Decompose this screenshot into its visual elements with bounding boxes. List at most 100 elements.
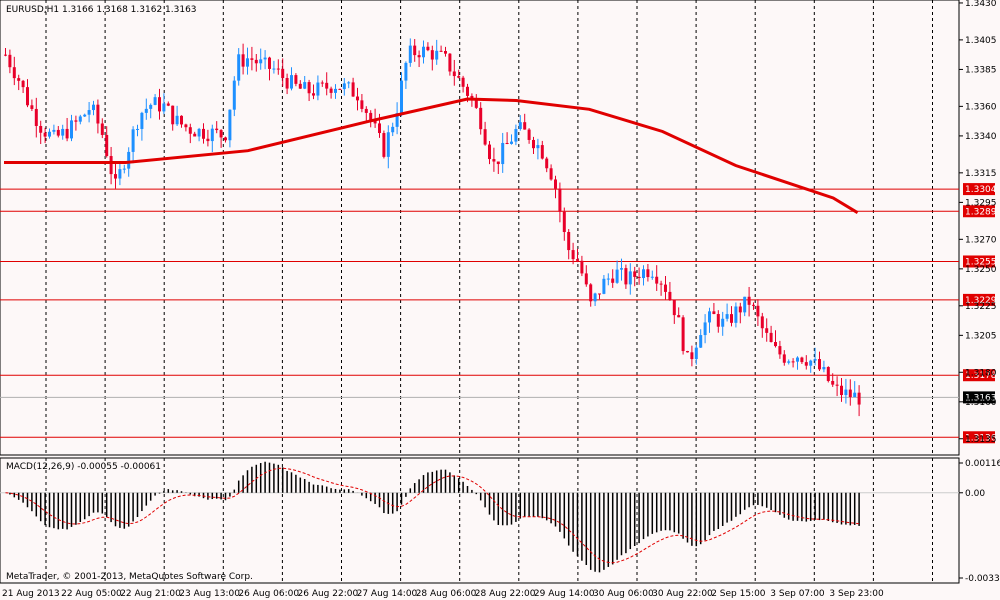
candle-body xyxy=(96,104,100,124)
candle-body xyxy=(576,259,579,261)
candle-body xyxy=(202,128,205,139)
candle-body xyxy=(338,88,342,90)
candle-body xyxy=(378,123,381,134)
candle-body xyxy=(250,58,254,60)
price-tick-label: 1.3385 xyxy=(965,65,997,75)
candle-body xyxy=(224,137,227,141)
candle-body xyxy=(796,357,799,362)
candle-body xyxy=(501,142,505,165)
candle-body xyxy=(791,361,795,363)
candle-body xyxy=(712,311,716,315)
candle-body xyxy=(329,88,333,93)
time-tick-label: 28 Aug 06:00 xyxy=(416,589,477,599)
candle-body xyxy=(782,354,786,363)
candle-body xyxy=(804,362,808,366)
price-tick-label: 1.3250 xyxy=(965,265,997,275)
candle-body xyxy=(562,211,566,233)
candle-body xyxy=(809,360,813,366)
candle-body xyxy=(158,97,161,112)
candle-body xyxy=(686,351,689,353)
candle-body xyxy=(769,332,773,343)
candle-body xyxy=(316,82,320,96)
candle-body xyxy=(703,322,707,336)
candle-body xyxy=(184,124,188,128)
level-label: 1.3304 xyxy=(965,185,997,195)
candle-body xyxy=(52,129,56,132)
time-tick-label: 2 Sep 15:00 xyxy=(711,589,766,599)
level-label: 1.3255 xyxy=(965,257,997,267)
candle-body xyxy=(127,151,131,169)
candle-body xyxy=(408,45,412,63)
candle-body xyxy=(540,145,544,159)
candle-body xyxy=(624,268,628,285)
candle-body xyxy=(822,367,826,370)
candle-body xyxy=(496,161,500,165)
candle-body xyxy=(778,346,782,355)
candle-body xyxy=(395,113,399,127)
candle-body xyxy=(558,188,562,212)
candle-body xyxy=(83,114,87,117)
time-tick-label: 26 Aug 06:00 xyxy=(238,589,299,599)
time-tick-label: 30 Aug 22:00 xyxy=(652,589,713,599)
candle-body xyxy=(140,112,144,129)
candle-body xyxy=(628,271,632,285)
candle-body xyxy=(752,304,755,306)
candle-body xyxy=(65,128,69,139)
candle-body xyxy=(602,278,606,294)
candle-body xyxy=(400,80,403,114)
macd-tick-label: 0.00 xyxy=(965,489,985,499)
candles xyxy=(4,38,861,417)
candle-body xyxy=(12,67,16,79)
price-panel xyxy=(0,0,960,456)
candle-body xyxy=(488,144,491,160)
candle-body xyxy=(312,93,315,96)
candle-body xyxy=(342,83,346,90)
candle-body xyxy=(320,82,324,84)
candle-body xyxy=(413,45,417,56)
candle-body xyxy=(351,82,355,97)
candle-body xyxy=(580,260,584,274)
candle-body xyxy=(448,53,452,72)
level-label-bg xyxy=(963,293,995,306)
time-tick-label: 23 Aug 13:00 xyxy=(179,589,240,599)
candle-body xyxy=(664,284,667,292)
candle-body xyxy=(360,100,364,109)
candle-body xyxy=(215,128,219,131)
candle-body xyxy=(307,82,311,94)
candle-body xyxy=(171,105,175,125)
candle-body xyxy=(853,392,857,398)
candle-body xyxy=(153,97,157,105)
candle-body xyxy=(347,82,351,84)
price-tick-label: 1.3360 xyxy=(965,102,997,112)
time-tick-label: 29 Aug 14:00 xyxy=(534,589,595,599)
candle-body xyxy=(118,169,122,179)
candle-body xyxy=(598,293,601,295)
candle-body xyxy=(672,299,676,316)
level-label: 1.3289 xyxy=(965,207,997,217)
time-tick-label: 22 Aug 21:00 xyxy=(120,589,181,599)
candle-body xyxy=(92,104,95,111)
candle-body xyxy=(549,168,553,180)
copyright-text: MetaTrader, © 2001-2013, MetaQuotes Soft… xyxy=(6,572,253,582)
grid xyxy=(45,0,933,583)
candle-body xyxy=(188,127,192,134)
candle-body xyxy=(615,269,619,283)
candle-body xyxy=(422,46,425,58)
candle-body xyxy=(800,357,804,363)
candle-body xyxy=(144,108,148,113)
candle-body xyxy=(606,278,610,280)
candle-body xyxy=(100,123,104,135)
macd-tick-label: 0.00116 xyxy=(965,459,1000,469)
price-tick-label: 1.3405 xyxy=(965,36,997,46)
candle-body xyxy=(774,342,777,347)
candle-body xyxy=(690,352,694,360)
candle-body xyxy=(206,138,210,142)
candle-body xyxy=(180,115,183,125)
candle-body xyxy=(593,293,597,302)
candle-body xyxy=(232,80,236,110)
candle-body xyxy=(514,128,518,142)
candle-body xyxy=(364,108,368,113)
moving-average-line xyxy=(4,97,859,214)
